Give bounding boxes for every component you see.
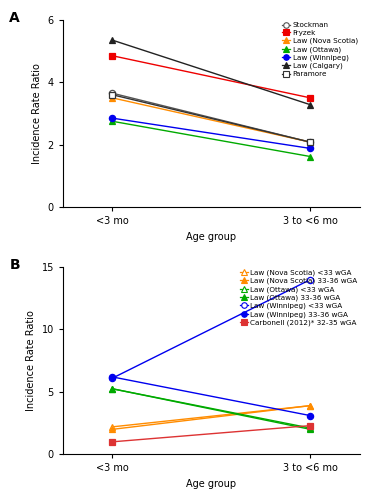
Y-axis label: Incidence Rate Ratio: Incidence Rate Ratio: [32, 63, 42, 164]
X-axis label: Age group: Age group: [186, 232, 236, 241]
Legend: Law (Nova Scotia) <33 wGA, Law (Nova Scotia) 33-36 wGA, Law (Ottawa) <33 wGA, La: Law (Nova Scotia) <33 wGA, Law (Nova Sco…: [239, 268, 358, 326]
Text: A: A: [9, 10, 20, 24]
X-axis label: Age group: Age group: [186, 479, 236, 489]
Text: B: B: [9, 258, 20, 272]
Y-axis label: Incidence Rate Ratio: Incidence Rate Ratio: [26, 310, 36, 411]
Legend: Stockman, Fryzek, Law (Nova Scotia), Law (Ottawa), Law (Winnipeg), Law (Calgary): Stockman, Fryzek, Law (Nova Scotia), Law…: [281, 22, 358, 78]
